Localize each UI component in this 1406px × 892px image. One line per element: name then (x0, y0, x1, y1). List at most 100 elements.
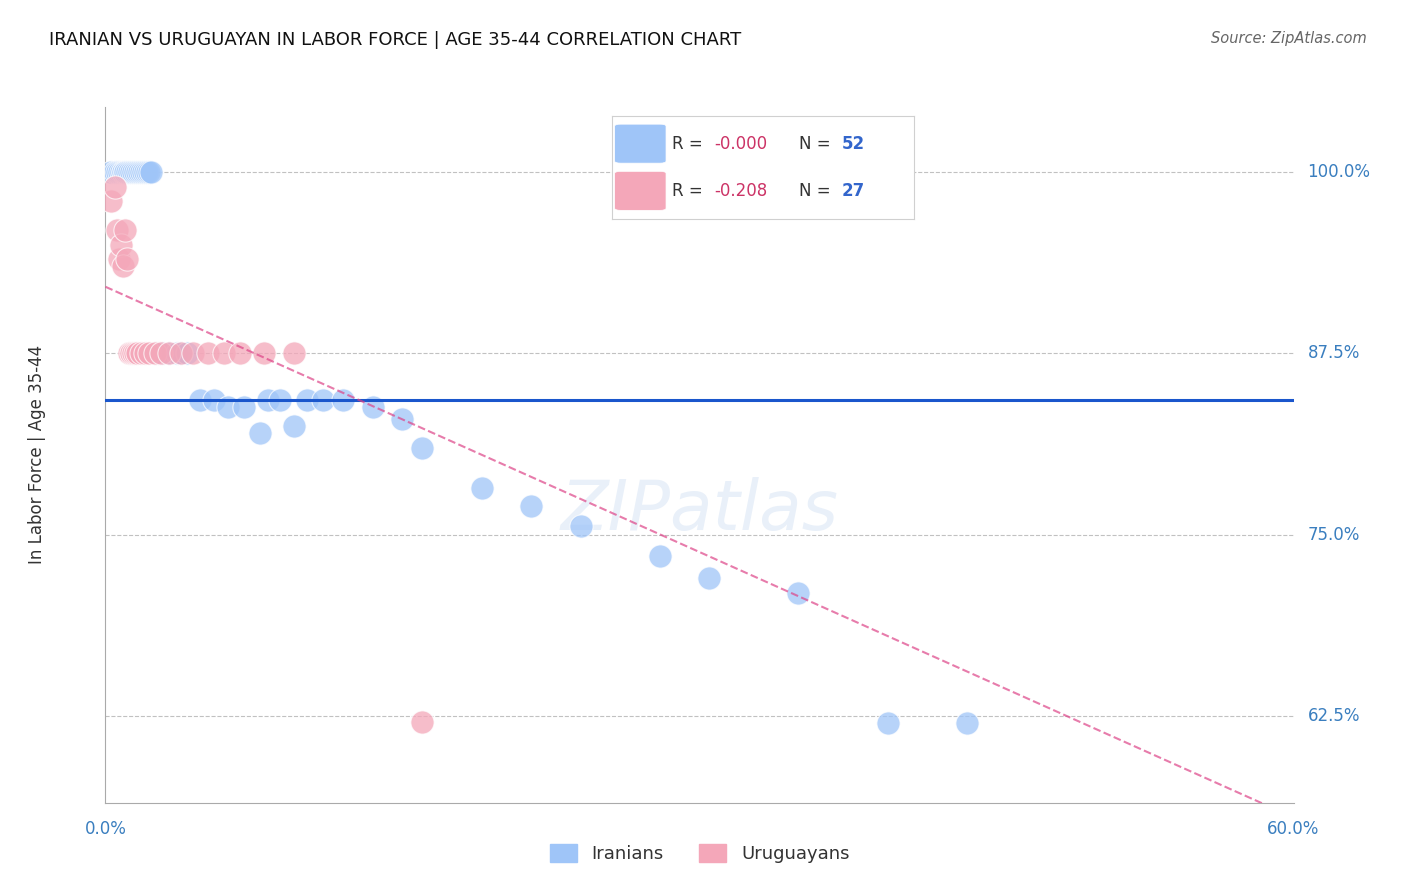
Point (569, 519, 592, 533)
Point (143, 346, 166, 360)
Point (471, 481, 494, 495)
Text: In Labor Force | Age 35-44: In Labor Force | Age 35-44 (28, 345, 45, 565)
Point (146, 346, 169, 360)
Point (149, 346, 172, 360)
Point (190, 392, 212, 407)
Point (229, 346, 252, 360)
Point (202, 392, 225, 407)
Point (411, 441, 433, 455)
Text: 0.0%: 0.0% (84, 821, 127, 838)
Point (249, 426, 271, 441)
Point (138, 165, 160, 179)
Point (170, 346, 193, 360)
Point (115, 165, 138, 179)
Point (648, 549, 671, 564)
Point (148, 346, 170, 360)
Point (127, 346, 149, 360)
Point (139, 165, 162, 179)
Point (233, 400, 256, 414)
Point (114, 223, 136, 237)
Point (312, 392, 335, 407)
Text: R =: R = (672, 135, 709, 153)
Text: -0.000: -0.000 (714, 135, 768, 153)
Point (134, 165, 156, 179)
Text: Source: ZipAtlas.com: Source: ZipAtlas.com (1211, 31, 1367, 46)
Point (110, 237, 132, 252)
Point (176, 346, 198, 360)
Point (157, 346, 180, 360)
Point (104, 165, 127, 179)
Point (699, 571, 721, 585)
Point (129, 165, 152, 179)
Point (105, 165, 128, 179)
Point (197, 346, 219, 360)
Point (134, 346, 156, 360)
Point (112, 165, 135, 179)
Text: IRANIAN VS URUGUAYAN IN LABOR FORCE | AGE 35-44 CORRELATION CHART: IRANIAN VS URUGUAYAN IN LABOR FORCE | AG… (49, 31, 741, 49)
Text: -0.208: -0.208 (714, 182, 768, 200)
Point (956, 716, 979, 731)
Point (391, 411, 413, 425)
Text: 52: 52 (841, 135, 865, 153)
Point (114, 165, 136, 179)
Text: 100.0%: 100.0% (1308, 163, 1371, 181)
Point (112, 165, 135, 179)
Point (129, 346, 152, 360)
FancyBboxPatch shape (614, 171, 666, 211)
Point (100, 194, 122, 209)
Point (283, 346, 305, 360)
Point (143, 346, 166, 360)
Point (127, 165, 149, 179)
Point (122, 165, 145, 179)
Point (114, 165, 136, 179)
Point (256, 392, 278, 407)
FancyBboxPatch shape (614, 124, 666, 163)
Point (787, 585, 810, 599)
Point (118, 346, 141, 360)
Point (100, 165, 122, 179)
Point (108, 252, 131, 267)
Point (115, 252, 138, 267)
Text: 75.0%: 75.0% (1308, 525, 1360, 543)
Point (105, 223, 128, 237)
Text: 27: 27 (841, 182, 865, 200)
Point (332, 392, 354, 407)
Point (520, 499, 543, 513)
Text: 87.5%: 87.5% (1308, 344, 1360, 362)
Point (217, 400, 239, 414)
Point (112, 260, 135, 274)
Point (152, 346, 174, 360)
Text: 62.5%: 62.5% (1308, 706, 1360, 725)
Point (120, 165, 142, 179)
Point (283, 419, 305, 434)
Point (136, 165, 159, 179)
Point (253, 346, 276, 360)
Text: ZIPatlas: ZIPatlas (561, 477, 838, 544)
Point (297, 392, 319, 407)
Text: N =: N = (799, 182, 837, 200)
Point (122, 346, 145, 360)
Point (214, 346, 236, 360)
Point (166, 346, 188, 360)
Point (411, 714, 433, 729)
Point (361, 400, 384, 414)
Point (157, 346, 180, 360)
Text: R =: R = (672, 182, 709, 200)
Point (110, 165, 132, 179)
Point (269, 392, 291, 407)
Point (138, 346, 160, 360)
Point (181, 346, 204, 360)
Legend: Iranians, Uruguayans: Iranians, Uruguayans (543, 837, 856, 871)
Point (132, 165, 155, 179)
Text: 60.0%: 60.0% (1267, 821, 1320, 838)
Point (128, 165, 150, 179)
Point (170, 346, 193, 360)
Point (124, 346, 146, 360)
Point (120, 346, 142, 360)
Point (124, 165, 146, 179)
Point (118, 165, 141, 179)
Point (104, 179, 127, 194)
Point (108, 165, 131, 179)
Text: N =: N = (799, 135, 837, 153)
Point (876, 716, 898, 731)
